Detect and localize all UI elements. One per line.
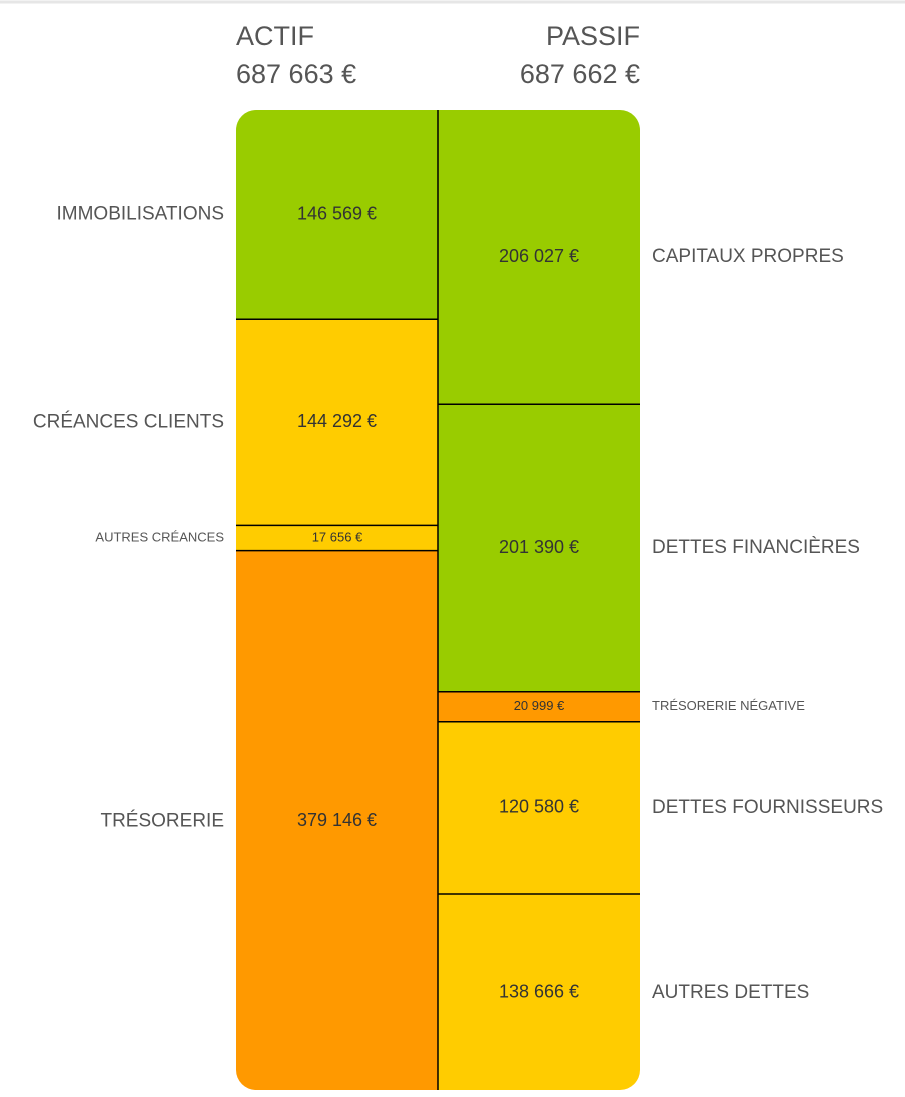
column-title: PASSIF xyxy=(546,21,640,51)
column-title: ACTIF xyxy=(236,21,314,51)
segment-name: DETTES FINANCIÈRES xyxy=(652,537,860,558)
segment-value: 17 656 € xyxy=(312,529,363,544)
segment xyxy=(236,319,438,526)
segment xyxy=(438,110,640,405)
column-total: 687 663 € xyxy=(236,59,356,89)
segment xyxy=(236,525,438,551)
segment-value: 144 292 € xyxy=(297,411,377,431)
segment-value: 138 666 € xyxy=(499,982,579,1002)
segment xyxy=(438,404,640,692)
segment-value: 146 569 € xyxy=(297,203,377,223)
bars xyxy=(236,110,640,1090)
segment-name: AUTRES DETTES xyxy=(652,982,809,1003)
segment-name: CRÉANCES CLIENTS xyxy=(33,411,224,432)
segment-name: DETTES FOURNISSEURS xyxy=(652,797,883,818)
segment-name: CAPITAUX PROPRES xyxy=(652,246,844,267)
segment-value: 120 580 € xyxy=(499,797,579,817)
column-total: 687 662 € xyxy=(520,59,640,89)
segment-value: 20 999 € xyxy=(514,698,565,713)
segment-name: AUTRES CRÉANCES xyxy=(95,529,224,544)
segment-value: 201 390 € xyxy=(499,537,579,557)
segment xyxy=(236,550,438,1090)
segment-name: TRÉSORERIE NÉGATIVE xyxy=(652,698,805,713)
segment-name: IMMOBILISATIONS xyxy=(56,204,224,225)
segment xyxy=(438,893,640,1090)
segment-name: TRÉSORERIE xyxy=(100,810,224,831)
segment-value: 206 027 € xyxy=(499,246,579,266)
segment xyxy=(438,691,640,722)
segment xyxy=(438,721,640,894)
segment-value: 379 146 € xyxy=(297,810,377,830)
segment xyxy=(236,110,438,320)
